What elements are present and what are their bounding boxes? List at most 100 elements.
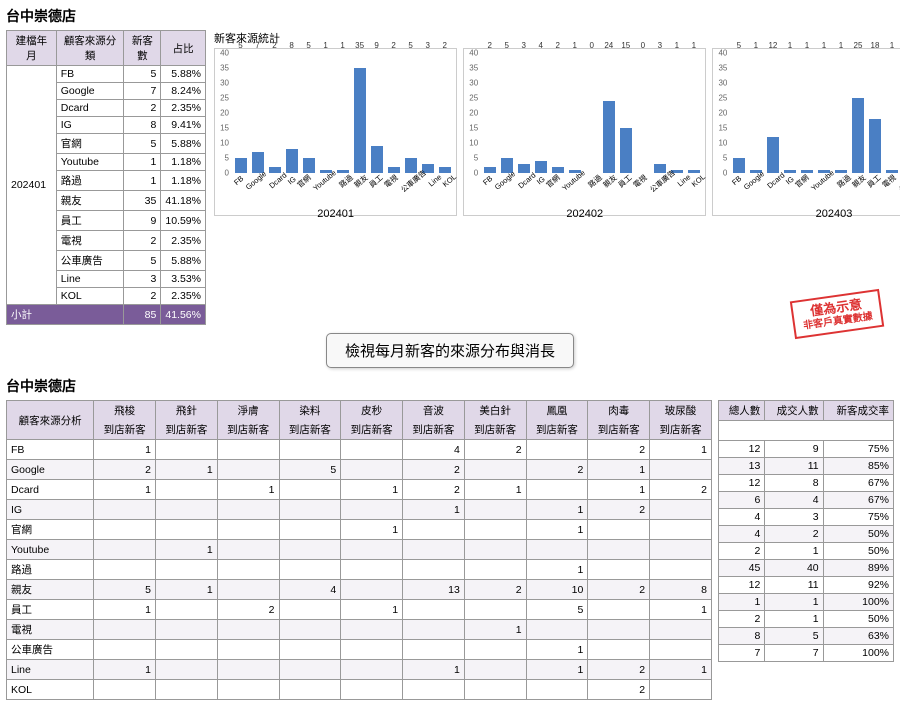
cross-cell bbox=[403, 600, 465, 620]
bar-charts: 051015202530354057285113592532FBGoogleDc… bbox=[214, 48, 900, 216]
cross-cell bbox=[155, 480, 217, 500]
cross-cell: 2 bbox=[588, 680, 650, 700]
store-title-top: 台中崇德店 bbox=[6, 6, 894, 26]
sub-header: 到店新客 bbox=[464, 420, 526, 440]
x-label: Dcard bbox=[267, 171, 289, 192]
x-label: 電視 bbox=[880, 172, 899, 190]
sum-cell: 12 bbox=[719, 441, 765, 458]
cross-cell bbox=[279, 600, 341, 620]
cross-cell bbox=[464, 500, 526, 520]
x-label: KOL bbox=[690, 172, 709, 190]
src-row-label: Google bbox=[7, 460, 94, 480]
src-row-label: Youtube bbox=[7, 540, 94, 560]
cnt-cell: 2 bbox=[124, 100, 161, 117]
sum-cell: 11 bbox=[765, 458, 823, 475]
cross-cell: 10 bbox=[526, 580, 588, 600]
cross-cell bbox=[155, 680, 217, 700]
src-row-label: 親友 bbox=[7, 580, 94, 600]
cross-cell bbox=[94, 560, 156, 580]
x-label: KOL bbox=[441, 172, 460, 190]
sum-cell: 3 bbox=[765, 509, 823, 526]
subtotal-cnt: 85 bbox=[124, 305, 161, 325]
cross-cell: 1 bbox=[155, 460, 217, 480]
sum-cell: 6 bbox=[719, 492, 765, 509]
cross-cell: 1 bbox=[155, 540, 217, 560]
src-cell: KOL bbox=[56, 288, 124, 305]
panel-month: 202402 bbox=[466, 208, 703, 220]
cross-cell bbox=[217, 540, 279, 560]
src-row-label: Line bbox=[7, 660, 94, 680]
cross-cell bbox=[217, 580, 279, 600]
cross-cell bbox=[526, 440, 588, 460]
sub-header: 到店新客 bbox=[217, 420, 279, 440]
cross-cell bbox=[217, 520, 279, 540]
cross-cell bbox=[341, 560, 403, 580]
spacer bbox=[719, 421, 894, 441]
src-row-label: Dcard bbox=[7, 480, 94, 500]
cross-cell bbox=[155, 600, 217, 620]
cross-cell bbox=[279, 560, 341, 580]
bar: 3 bbox=[652, 53, 667, 173]
src-row-label: 公車廣告 bbox=[7, 640, 94, 660]
sum-cell: 7 bbox=[719, 645, 765, 662]
panel-month: 202403 bbox=[715, 208, 900, 220]
cross-cell: 1 bbox=[403, 500, 465, 520]
cross-cell: 1 bbox=[155, 580, 217, 600]
cnt-cell: 8 bbox=[124, 117, 161, 134]
sum-cell: 2 bbox=[719, 543, 765, 560]
pct-cell: 10.59% bbox=[161, 211, 206, 231]
cross-cell: 4 bbox=[403, 440, 465, 460]
pct-cell: 1.18% bbox=[161, 171, 206, 191]
cross-cell: 1 bbox=[526, 560, 588, 580]
cross-cell: 13 bbox=[403, 580, 465, 600]
cross-cell bbox=[464, 540, 526, 560]
cross-cell bbox=[217, 660, 279, 680]
sub-header: 到店新客 bbox=[94, 420, 156, 440]
cross-cell bbox=[217, 460, 279, 480]
col-group: 鳳凰 bbox=[526, 401, 588, 421]
cross-cell bbox=[403, 520, 465, 540]
sum-cell: 12 bbox=[719, 475, 765, 492]
sum-cell: 40 bbox=[765, 560, 823, 577]
cross-cell: 2 bbox=[588, 500, 650, 520]
cross-cell bbox=[341, 680, 403, 700]
col-header: 顧客來源分類 bbox=[56, 31, 124, 66]
bar: 0 bbox=[584, 53, 599, 173]
cnt-cell: 7 bbox=[124, 83, 161, 100]
cross-cell bbox=[279, 640, 341, 660]
col-group: 淨膚 bbox=[217, 401, 279, 421]
cross-cell: 2 bbox=[464, 440, 526, 460]
src-cell: 路過 bbox=[56, 171, 124, 191]
cross-cell bbox=[464, 460, 526, 480]
subtotal-pct: 41.56% bbox=[161, 305, 206, 325]
src-row-label: 電視 bbox=[7, 620, 94, 640]
cnt-cell: 5 bbox=[124, 134, 161, 154]
cross-cell: 5 bbox=[526, 600, 588, 620]
src-row-label: 路過 bbox=[7, 560, 94, 580]
col-header: 新客數 bbox=[124, 31, 161, 66]
cross-cell bbox=[94, 520, 156, 540]
cross-cell: 8 bbox=[650, 580, 712, 600]
sum-cell: 1 bbox=[719, 594, 765, 611]
sum-cell: 1 bbox=[765, 611, 823, 628]
caption-callout: 檢視每月新客的來源分布與消長 bbox=[326, 333, 574, 368]
bar: 18 bbox=[868, 53, 883, 173]
cross-cell: 1 bbox=[403, 660, 465, 680]
sum-cell: 4 bbox=[719, 509, 765, 526]
x-label: 電視 bbox=[631, 172, 650, 190]
sum-cell: 1 bbox=[765, 594, 823, 611]
bar: 1 bbox=[686, 53, 701, 173]
col-header: 占比 bbox=[161, 31, 206, 66]
pct-cell: 41.18% bbox=[161, 191, 206, 211]
cross-cell bbox=[155, 660, 217, 680]
cross-cell bbox=[526, 680, 588, 700]
cross-cell bbox=[650, 540, 712, 560]
cross-cell bbox=[403, 680, 465, 700]
cross-cell: 2 bbox=[464, 580, 526, 600]
cross-cell: 2 bbox=[94, 460, 156, 480]
cross-cell: 1 bbox=[526, 520, 588, 540]
x-label: 官網 bbox=[544, 172, 563, 190]
src-row-label: FB bbox=[7, 440, 94, 460]
src-cell: FB bbox=[56, 66, 124, 83]
bar: 9 bbox=[369, 53, 384, 173]
